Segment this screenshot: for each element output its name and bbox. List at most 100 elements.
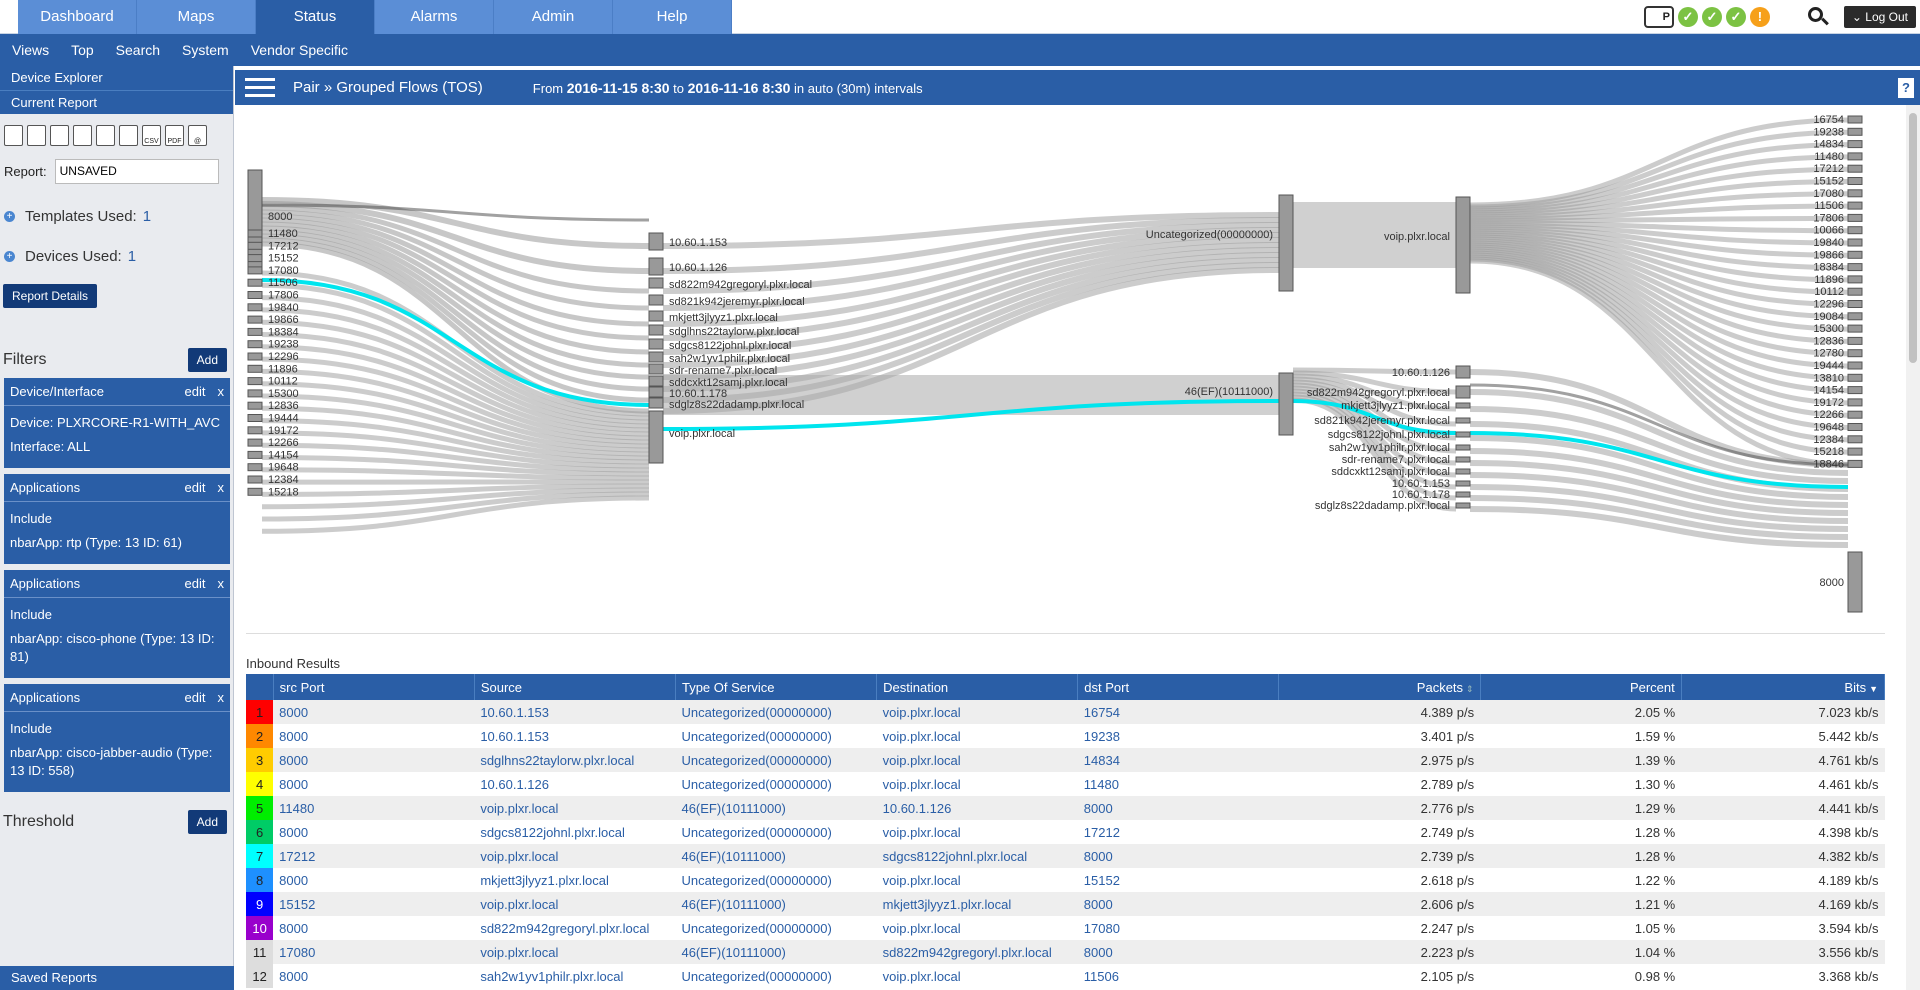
source[interactable]: mkjett3jlyyz1.plxr.local <box>480 872 609 888</box>
destination[interactable]: voip.plxr.local <box>882 776 961 792</box>
sankey-node-destination[interactable] <box>1455 431 1471 438</box>
sankey-node-dst-port[interactable] <box>1847 250 1863 259</box>
type-of-service[interactable]: 46(EF)(10111000) <box>675 940 877 964</box>
expand-icon[interactable]: + <box>4 210 15 222</box>
dst-port[interactable]: 8000 <box>1077 940 1279 964</box>
sankey-flow[interactable] <box>261 237 650 403</box>
sankey-flow[interactable] <box>261 201 650 274</box>
dst-port[interactable]: 8000 <box>1077 892 1279 916</box>
sankey-flow[interactable] <box>662 232 1280 327</box>
table-row[interactable]: 8 8000 mkjett3jlyyz1.plxr.local Uncategoriz… <box>246 868 1885 892</box>
src-port[interactable]: 8000 <box>279 920 309 936</box>
add-filter-button[interactable]: Add <box>187 348 227 372</box>
subnav-search[interactable]: Search <box>115 42 161 58</box>
sankey-flow[interactable] <box>1469 238 1849 344</box>
sankey-node-source[interactable] <box>648 363 664 375</box>
sankey-flow[interactable] <box>1292 376 1457 427</box>
sankey-flow[interactable] <box>261 319 650 433</box>
clock-icon[interactable] <box>73 124 92 146</box>
dst-port[interactable]: 17080 <box>1083 920 1120 936</box>
sankey-node-destination[interactable] <box>1455 365 1471 379</box>
sankey-node-src-port[interactable] <box>247 340 263 349</box>
sankey-flow[interactable] <box>261 205 650 294</box>
table-row[interactable]: 4 8000 10.60.1.126 Uncategorized(00000000) v… <box>246 772 1885 796</box>
sankey-node-dst-port[interactable] <box>1847 398 1863 407</box>
print-icon[interactable] <box>119 124 138 146</box>
sankey-node-source[interactable] <box>648 351 664 363</box>
sankey-node-src-port[interactable] <box>247 414 263 422</box>
source[interactable]: 10.60.1.153 <box>480 728 549 744</box>
destination[interactable]: voip.plxr.local <box>882 728 961 744</box>
sankey-node-src-port[interactable] <box>247 487 263 496</box>
sankey-flow[interactable] <box>261 295 650 425</box>
sankey-flow[interactable] <box>1292 367 1457 375</box>
src-port[interactable]: 8000 <box>279 824 309 840</box>
grid-icon[interactable] <box>96 124 115 146</box>
table-row[interactable]: 9 15152 voip.plxr.local 46(EF)(10111000) mkj… <box>246 892 1885 916</box>
sankey-node-source[interactable] <box>648 294 664 306</box>
logout-button[interactable]: ⌄ Log Out <box>1843 6 1916 28</box>
time-range[interactable]: From 2016-11-15 8:30 to 2016-11-16 8:30 … <box>533 80 923 96</box>
sankey-node-dst-port[interactable] <box>1847 201 1863 210</box>
destination[interactable]: voip.plxr.local <box>882 968 961 984</box>
sankey-flow[interactable] <box>261 332 650 437</box>
sankey-flow[interactable] <box>1292 397 1457 512</box>
sankey-flow[interactable] <box>1469 383 1849 467</box>
tab-admin[interactable]: Admin <box>494 0 613 34</box>
sankey-node-src-port[interactable] <box>247 352 263 361</box>
table-row[interactable]: 10 8000 sd822m942gregoryl.plxr.local Uncate… <box>246 916 1885 940</box>
edit-filter-link[interactable]: edit <box>184 576 206 591</box>
sankey-node-source[interactable] <box>648 232 664 251</box>
sankey-node-source[interactable] <box>648 397 664 409</box>
sankey-flow[interactable] <box>1469 232 1849 307</box>
sankey-node-src-port[interactable] <box>247 315 263 324</box>
destination[interactable]: voip.plxr.local <box>882 920 961 936</box>
sankey-node-dst-port[interactable] <box>1847 410 1863 419</box>
sankey-flow[interactable] <box>662 399 1280 431</box>
type-of-service[interactable]: 46(EF)(10111000) <box>675 844 877 868</box>
hamburger-menu-icon[interactable] <box>245 76 275 100</box>
destination[interactable]: sd822m942gregoryl.plxr.local <box>876 940 1078 964</box>
type-of-service[interactable]: 46(EF)(10111000) <box>675 892 877 916</box>
sankey-node-dst-port[interactable] <box>1847 312 1863 321</box>
help-icon[interactable]: ? <box>1898 77 1914 98</box>
src-port[interactable]: 8000 <box>279 776 309 792</box>
sankey-node-source[interactable] <box>648 375 664 387</box>
sankey-node-src-port[interactable] <box>247 241 263 250</box>
tab-dashboard[interactable]: Dashboard <box>18 0 137 34</box>
sankey-flow[interactable] <box>261 442 650 473</box>
sankey-flow[interactable] <box>1292 391 1457 490</box>
src-port[interactable]: 8000 <box>279 728 309 744</box>
sankey-flow[interactable] <box>261 221 650 355</box>
sort-icon[interactable]: ⇕ <box>1466 683 1474 694</box>
sankey-node-destination[interactable] <box>1455 468 1471 475</box>
sankey-flow[interactable] <box>1469 191 1849 220</box>
column-header-type-of-service[interactable]: Type Of Service <box>675 674 878 700</box>
sankey-flow[interactable] <box>261 217 650 341</box>
sankey-node-dst-port[interactable] <box>1847 177 1863 185</box>
sankey-node-src-port[interactable] <box>247 254 263 263</box>
source[interactable]: voip.plxr.local <box>474 892 676 916</box>
sankey-diagram[interactable]: 8000114801721215152170801150617806198401… <box>236 105 1906 635</box>
sankey-node-destination[interactable] <box>1455 480 1471 487</box>
type-of-service[interactable]: Uncategorized(00000000) <box>681 968 832 984</box>
sankey-flow[interactable] <box>1469 224 1849 258</box>
subnav-system[interactable]: System <box>182 42 229 58</box>
dst-port[interactable]: 15152 <box>1083 872 1120 888</box>
sankey-node-src-port[interactable] <box>247 463 263 472</box>
email-icon[interactable]: @ <box>188 124 207 146</box>
sankey-node-dst-port[interactable] <box>1847 386 1863 395</box>
sankey-node-source[interactable] <box>648 338 664 350</box>
device-explorer-link[interactable]: Device Explorer <box>0 66 233 90</box>
table-row[interactable]: 3 8000 sdglhns22taylorw.plxr.local Uncatego… <box>246 748 1885 772</box>
close-icon[interactable]: x <box>217 690 225 705</box>
dst-port[interactable]: 17212 <box>1083 824 1120 840</box>
source[interactable]: sah2w1yv1philr.plxr.local <box>480 968 624 984</box>
sankey-flow[interactable] <box>261 430 650 469</box>
sankey-flow[interactable] <box>261 393 650 457</box>
destination[interactable]: mkjett3jlyyz1.plxr.local <box>876 892 1078 916</box>
type-of-service[interactable]: Uncategorized(00000000) <box>681 872 832 888</box>
sankey-node-source[interactable] <box>648 324 664 336</box>
sankey-flow[interactable] <box>662 237 1280 341</box>
sankey-node-source[interactable] <box>648 310 664 322</box>
